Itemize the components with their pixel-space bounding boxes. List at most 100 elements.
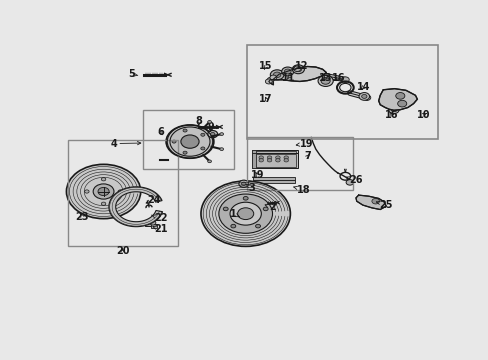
Text: 16: 16 [385, 110, 398, 120]
Text: 23: 23 [75, 212, 89, 222]
Text: 19: 19 [250, 170, 264, 180]
Text: 18: 18 [293, 185, 310, 194]
Text: 15: 15 [259, 62, 272, 72]
Circle shape [201, 181, 290, 246]
Text: 22: 22 [151, 213, 167, 224]
Circle shape [201, 133, 204, 136]
Text: 5: 5 [128, 69, 138, 79]
Text: 20: 20 [116, 246, 129, 256]
Circle shape [397, 100, 406, 107]
Circle shape [267, 156, 271, 159]
Bar [151, 225, 157, 228]
Bar [252, 150, 297, 165]
Circle shape [172, 140, 176, 143]
Circle shape [101, 202, 105, 205]
Circle shape [219, 194, 272, 233]
Circle shape [275, 156, 280, 159]
Circle shape [238, 180, 248, 187]
Circle shape [265, 79, 272, 84]
Text: 16: 16 [331, 73, 345, 82]
Bar [252, 150, 255, 165]
Bar [145, 222, 153, 226]
Circle shape [267, 77, 274, 82]
Text: 9: 9 [207, 122, 214, 132]
Bar [255, 151, 296, 164]
Text: 21: 21 [153, 225, 167, 234]
Circle shape [98, 188, 109, 195]
Circle shape [243, 197, 247, 200]
Circle shape [284, 69, 290, 74]
Circle shape [293, 66, 301, 72]
Circle shape [371, 198, 379, 204]
Circle shape [230, 224, 235, 228]
Text: 17: 17 [259, 94, 272, 104]
Circle shape [259, 159, 263, 162]
Bar [246, 138, 352, 190]
Text: 2: 2 [264, 202, 275, 212]
Text: 11: 11 [281, 73, 295, 82]
Circle shape [237, 208, 253, 220]
Text: 6: 6 [157, 127, 163, 137]
Circle shape [267, 159, 271, 162]
Circle shape [223, 207, 228, 211]
Circle shape [101, 177, 105, 181]
Circle shape [207, 131, 217, 138]
Circle shape [229, 202, 261, 225]
Text: 12: 12 [291, 62, 307, 72]
Circle shape [201, 147, 204, 150]
Circle shape [275, 159, 280, 162]
Circle shape [358, 93, 369, 100]
Bar [255, 154, 296, 167]
Circle shape [207, 121, 211, 123]
Bar [246, 45, 437, 139]
Circle shape [321, 77, 329, 84]
Text: 25: 25 [376, 199, 392, 210]
Circle shape [346, 180, 353, 185]
Circle shape [219, 133, 223, 135]
Circle shape [263, 207, 267, 211]
Bar [252, 153, 297, 168]
Circle shape [207, 160, 211, 163]
Circle shape [269, 75, 276, 80]
Polygon shape [378, 89, 416, 110]
Text: 19: 19 [296, 139, 313, 149]
Polygon shape [268, 67, 326, 85]
Circle shape [390, 108, 396, 112]
Bar [252, 153, 255, 168]
Circle shape [183, 129, 187, 132]
Circle shape [294, 67, 301, 72]
Bar [142, 110, 233, 169]
Text: 24: 24 [146, 194, 161, 204]
Circle shape [259, 156, 263, 159]
Text: 4: 4 [110, 139, 141, 149]
Circle shape [66, 164, 141, 219]
Circle shape [210, 132, 215, 136]
Text: 10: 10 [416, 110, 430, 120]
Circle shape [388, 106, 398, 114]
Circle shape [219, 148, 223, 150]
Text: 7: 7 [304, 151, 310, 161]
Circle shape [281, 67, 293, 76]
Ellipse shape [166, 125, 213, 158]
Polygon shape [109, 187, 162, 227]
Text: 14: 14 [356, 82, 369, 92]
Circle shape [241, 182, 245, 185]
Circle shape [273, 72, 280, 77]
Circle shape [284, 156, 288, 159]
Circle shape [361, 94, 366, 98]
Circle shape [255, 224, 260, 228]
Bar [252, 180, 294, 183]
Circle shape [181, 135, 199, 148]
Circle shape [341, 77, 348, 82]
Bar [252, 177, 294, 180]
Text: 3: 3 [245, 183, 255, 193]
Circle shape [84, 190, 89, 193]
Circle shape [118, 190, 122, 193]
Circle shape [93, 184, 114, 199]
Circle shape [363, 95, 370, 100]
Circle shape [284, 159, 288, 162]
Polygon shape [355, 195, 386, 210]
Circle shape [183, 151, 187, 154]
Text: 26: 26 [346, 175, 362, 185]
Text: 8: 8 [195, 116, 202, 126]
